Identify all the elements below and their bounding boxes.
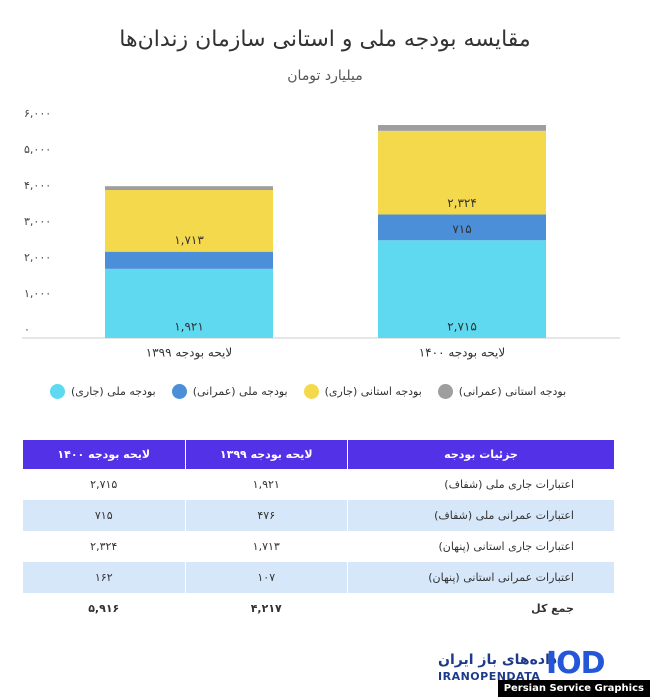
bar-segment <box>105 251 273 269</box>
y-tick-label: ۵,۰۰۰ <box>24 143 51 156</box>
credit: Persian Service Graphics <box>497 680 650 697</box>
legend: بودجه ملی (جاری) بودجه ملی (عمرانی) بودجه … <box>50 384 610 399</box>
data-label: ۷۱۵ <box>452 222 471 236</box>
x-tick-label: لایحه بودجه ۱۳۹۹ <box>146 346 233 361</box>
table-cell: ۲,۷۱۵ <box>22 469 185 500</box>
data-label: ۲,۳۲۴ <box>447 196 477 210</box>
logo-text: IRANOPENDATA <box>438 670 541 683</box>
logo-mark: IOD <box>546 646 606 681</box>
table-row: اعتبارات عمرانی استانی (پنهان) ۱۰۷ ۱۶۲ <box>22 562 614 593</box>
table-row: اعتبارات جاری استانی (پنهان) ۱,۷۱۳ ۲,۳۲۴ <box>22 531 614 562</box>
total-row: جمع کل ۴,۲۱۷ ۵,۹۱۶ <box>22 593 614 624</box>
legend-label: بودجه استانی (عمرانی) <box>458 385 567 398</box>
data-label: ۲,۷۱۵ <box>447 320 477 334</box>
budget-table: جزئیات بودجه لایحه بودجه ۱۳۹۹ لایحه بودجه … <box>22 440 614 624</box>
bar-segment <box>378 240 546 338</box>
legend-swatch <box>303 384 319 399</box>
legend-label: بودجه استانی (جاری) <box>324 385 422 398</box>
chart-subtitle: میلیارد تومان <box>287 68 362 84</box>
table-cell: اعتبارات عمرانی استانی (پنهان) <box>347 562 614 593</box>
table-cell: اعتبارات جاری استانی (پنهان) <box>347 531 614 562</box>
table-cell: ۱۶۲ <box>22 562 185 593</box>
table-cell: اعتبارات عمرانی ملی (شفاف) <box>347 500 614 531</box>
y-tick-label: ۲,۰۰۰ <box>24 251 51 264</box>
y-tick-label: ۳,۰۰۰ <box>24 215 51 228</box>
legend-swatch <box>437 384 453 399</box>
legend-swatch <box>50 384 65 399</box>
table-cell: ۴۷۶ <box>184 500 348 531</box>
bar-segment <box>105 186 273 191</box>
table-cell: ۱,۹۲۱ <box>184 469 348 500</box>
table-cell: ۱,۷۱۳ <box>184 531 348 562</box>
bar-segment <box>378 214 546 241</box>
header-cell: جزئیات بودجه <box>347 440 614 469</box>
bar-segment <box>105 268 273 338</box>
data-label: ۱,۷۱۳ <box>174 233 204 247</box>
legend-label: بودجه ملی (عمرانی) <box>192 385 288 398</box>
table-cell: جمع کل <box>347 593 614 624</box>
y-tick-label: ۴,۰۰۰ <box>24 179 51 192</box>
logo-text: داده‌های باز ایران <box>438 652 558 668</box>
y-tick-label: ۰ <box>24 323 30 336</box>
legend-item: بودجه استانی (جاری) <box>303 384 422 399</box>
chart: مقایسه بودجه ملی و استانی سازمان زندان‌ه… <box>22 27 620 361</box>
x-tick-label: لایحه بودجه ۱۴۰۰ <box>419 346 506 361</box>
table-row: اعتبارات عمرانی ملی (شفاف) ۴۷۶ ۷۱۵ <box>22 500 614 531</box>
table-row: اعتبارات جاری ملی (شفاف) ۱,۹۲۱ ۲,۷۱۵ <box>22 469 614 500</box>
chart-title: مقایسه بودجه ملی و استانی سازمان زندان‌ه… <box>119 27 530 52</box>
y-tick-label: ۶,۰۰۰ <box>24 107 51 120</box>
bar-segment <box>378 125 546 131</box>
table-header: جزئیات بودجه لایحه بودجه ۱۳۹۹ لایحه بودجه … <box>22 440 614 469</box>
table-cell: ۵,۹۱۶ <box>22 593 185 624</box>
table-cell: ۲,۳۲۴ <box>22 531 185 562</box>
table-cell: اعتبارات جاری ملی (شفاف) <box>347 469 614 500</box>
bar-segment <box>378 130 546 215</box>
header-cell: لایحه بودجه ۱۴۰۰ <box>22 440 185 469</box>
table-cell: ۱۰۷ <box>184 562 348 593</box>
legend-label: بودجه ملی (جاری) <box>71 385 156 398</box>
y-tick-label: ۱,۰۰۰ <box>24 287 51 300</box>
legend-item: بودجه استانی (عمرانی) <box>437 384 567 399</box>
table-cell: ۴,۲۱۷ <box>184 593 348 624</box>
data-label: ۱,۹۲۱ <box>174 320 204 334</box>
legend-swatch <box>171 384 187 399</box>
legend-item: بودجه ملی (جاری) <box>50 384 156 399</box>
table-cell: ۷۱۵ <box>22 500 185 531</box>
legend-item: بودجه ملی (عمرانی) <box>171 384 288 399</box>
header-cell: لایحه بودجه ۱۳۹۹ <box>184 440 348 469</box>
bar-segment <box>105 190 273 252</box>
